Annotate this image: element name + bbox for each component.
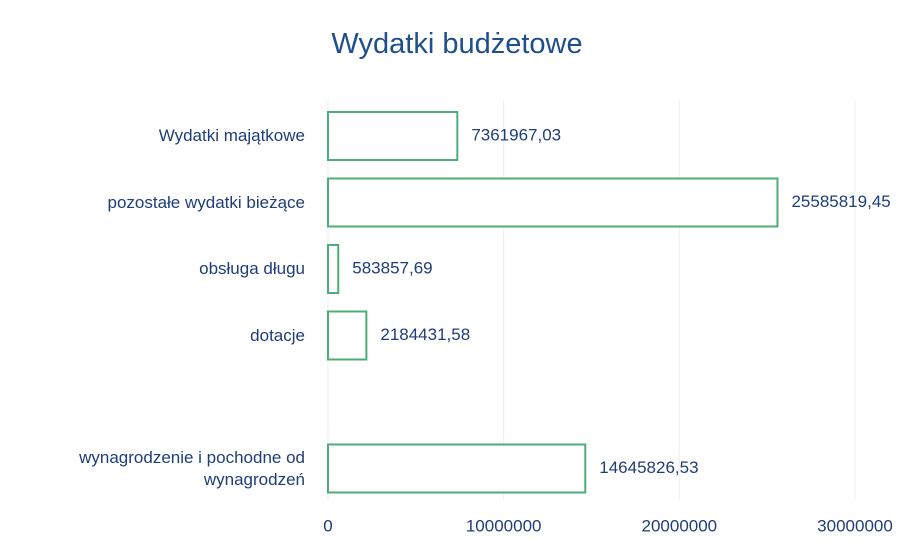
x-tick-label: 20000000	[642, 516, 718, 535]
bar	[327, 111, 459, 161]
bar	[327, 244, 340, 294]
x-tick-label: 30000000	[817, 516, 893, 535]
y-tick-label: wynagrodzenie i pochodne od wynagrodzeń	[79, 447, 305, 489]
bar	[327, 443, 587, 494]
x-tick-label: 10000000	[466, 516, 542, 535]
value-label: 583857,69	[352, 258, 432, 277]
value-label: 2184431,58	[380, 325, 470, 344]
value-label: 14645826,53	[599, 458, 698, 477]
chart-title: Wydatki budżetowe	[331, 28, 583, 60]
y-tick-label: Wydatki majątkowe	[158, 126, 305, 145]
value-label: 25585819,45	[791, 192, 890, 211]
y-tick-label: dotacje	[250, 325, 305, 345]
bar	[327, 310, 368, 361]
bar	[327, 177, 779, 228]
value-label: 7361967,03	[471, 125, 561, 144]
y-tick-label: obsługa długu	[199, 259, 305, 278]
y-tick-label: pozostałe wydatki bieżące	[107, 192, 305, 212]
x-tick-label: 0	[323, 516, 332, 535]
